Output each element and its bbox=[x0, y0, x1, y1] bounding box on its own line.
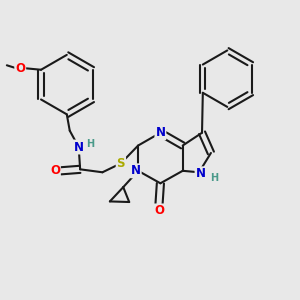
Text: O: O bbox=[50, 164, 60, 177]
Text: N: N bbox=[74, 140, 84, 154]
Text: N: N bbox=[155, 126, 165, 139]
Text: H: H bbox=[86, 139, 94, 149]
Text: N: N bbox=[131, 164, 141, 177]
Text: S: S bbox=[117, 157, 125, 170]
Text: O: O bbox=[154, 204, 164, 218]
Text: N: N bbox=[196, 167, 206, 180]
Text: O: O bbox=[15, 62, 25, 75]
Text: H: H bbox=[210, 172, 218, 183]
